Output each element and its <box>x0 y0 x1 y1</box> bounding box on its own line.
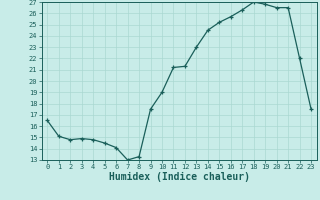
X-axis label: Humidex (Indice chaleur): Humidex (Indice chaleur) <box>109 172 250 182</box>
